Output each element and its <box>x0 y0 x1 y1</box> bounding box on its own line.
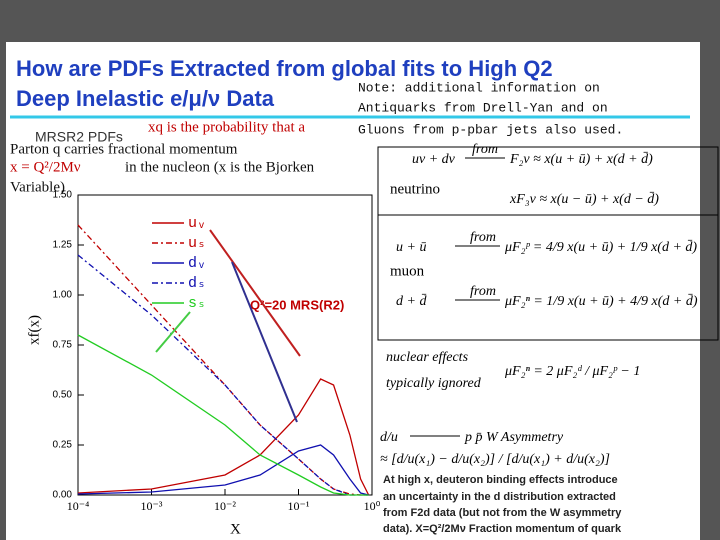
series-line <box>77 224 369 496</box>
eq: d + d̄ <box>396 294 427 310</box>
label: muon <box>390 263 425 279</box>
note: Note: additional information on <box>358 80 600 95</box>
y-tick-label: 0.75 <box>53 340 73 351</box>
x-tick-label: 10⁻⁴ <box>67 499 90 513</box>
eq: xF₃ν ≈ x(u − ū) + x(d − d̄) <box>509 192 659 208</box>
intro: Variable) <box>10 179 65 195</box>
eq: d/u <box>380 430 398 445</box>
arrow <box>155 311 191 353</box>
label: neutrino <box>390 181 440 197</box>
plot-name: MRSR2 PDFs <box>35 129 123 145</box>
y-tick-label: 1.00 <box>53 290 73 301</box>
series-line <box>77 378 370 496</box>
arrow <box>231 261 298 423</box>
eq: μF₂ⁿ = 2 μF₂ᵈ / μF₂ᵖ − 1 <box>504 364 640 379</box>
eq: uν + dν <box>412 152 456 167</box>
annotation: Q²=20 MRS(R2) <box>250 297 344 312</box>
box <box>377 214 719 341</box>
legend-label: uₛ <box>188 235 206 252</box>
x-tick-label: 10⁰ <box>364 499 381 513</box>
eq: ≈ [d/u(x₁) − d/u(x₂)] / [d/u(x₁) + d/u(x… <box>380 452 610 467</box>
eq: u + ū <box>396 240 426 255</box>
legend-label: sₛ <box>188 295 206 312</box>
x-tick-label: 10⁻² <box>214 499 236 513</box>
y-tick-label: 1.25 <box>53 240 73 251</box>
footer: from F2d data (but not from the W asymme… <box>383 507 622 519</box>
legend-label: uᵥ <box>188 215 206 232</box>
nuclear: nuclear effects <box>386 350 469 365</box>
y-tick-label: 0.00 <box>53 490 73 501</box>
x-tick-label: 10⁻¹ <box>288 499 310 513</box>
y-label: xf(x) <box>26 315 42 345</box>
subtitle: Deep Inelastic e/μ/ν Data <box>16 86 275 111</box>
intro: Parton q carries fractional momentum <box>10 141 238 157</box>
footer: At high x, deuteron binding effects intr… <box>383 474 618 486</box>
note: Gluons from p-pbar jets also used. <box>358 122 623 137</box>
nuclear: typically ignored <box>386 376 482 391</box>
footer: data). X=Q²/2Mν Fraction momentum of qua… <box>383 523 622 535</box>
eq: from <box>472 142 498 157</box>
eq: p p̄ W Asymmetry <box>464 430 564 445</box>
arrow <box>209 229 301 357</box>
eq: μF₂ᵖ = 4/9 x(u + ū) + 1/9 x(d + d̄) <box>504 240 697 256</box>
y-tick-label: 0.50 <box>53 390 73 401</box>
intro: in the nucleon (x is the Bjorken <box>125 159 315 175</box>
title: How are PDFs Extracted from global fits … <box>16 56 553 81</box>
eq: from <box>470 284 496 299</box>
intro: xq is the probability that a <box>148 119 305 135</box>
y-tick-label: 0.25 <box>53 440 73 451</box>
footer: an uncertainty in the d distribution ext… <box>383 491 616 503</box>
x-tick-label: 10⁻³ <box>141 499 163 513</box>
y-tick-label: 1.50 <box>53 190 73 201</box>
legend-label: dₛ <box>188 275 206 292</box>
note: Antiquarks from Drell-Yan and on <box>358 100 608 115</box>
eq: from <box>470 230 496 245</box>
legend-label: dᵥ <box>188 255 206 272</box>
series-line <box>77 334 369 496</box>
eq: μF₂ⁿ = 1/9 x(u + ū) + 4/9 x(d + d̄) <box>504 294 698 310</box>
eq: F₂ν ≈ x(u + ū) + x(d + d̄) <box>509 152 653 168</box>
intro: x = Q²/2Mν <box>10 159 81 175</box>
series-line <box>77 444 369 496</box>
x-label: X <box>230 521 241 537</box>
